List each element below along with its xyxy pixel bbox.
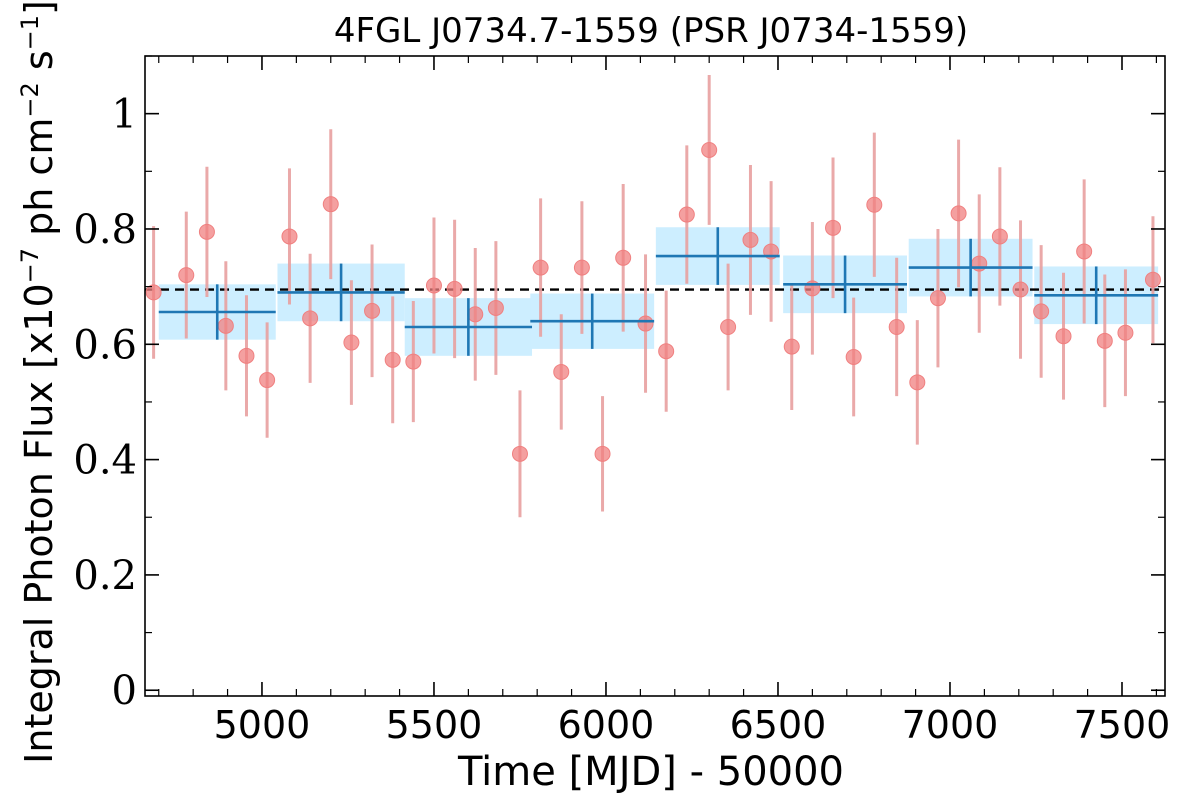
- data-point: [1096, 332, 1113, 349]
- y-tick-label: 0: [112, 668, 137, 714]
- data-point: [217, 317, 234, 334]
- data-point: [198, 223, 215, 240]
- x-tick-label: 5500: [386, 703, 483, 747]
- data-point: [866, 196, 883, 213]
- y-tick-label: 0.8: [73, 207, 137, 253]
- data-point: [845, 348, 862, 365]
- y-tick-label: 1: [112, 92, 137, 138]
- chart-title: 4FGL J0734.7-1559 (PSR J0734-1559): [334, 11, 968, 51]
- data-point: [259, 372, 276, 389]
- data-point: [573, 259, 590, 276]
- data-point: [446, 280, 463, 297]
- x-axis-label: Time [MJD] - 50000: [457, 749, 844, 795]
- data-point: [343, 334, 360, 351]
- data-point: [467, 306, 484, 323]
- data-point: [281, 228, 298, 245]
- plot-frame: [144, 55, 1166, 697]
- y-label-suffix: ]: [17, 0, 61, 15]
- data-point: [909, 374, 926, 391]
- data-point: [405, 353, 422, 370]
- y-label-mid2: s: [17, 50, 61, 82]
- data-point: [825, 219, 842, 236]
- data-point: [145, 284, 162, 301]
- long-bin-markers: [158, 227, 1159, 356]
- data-point: [1076, 243, 1093, 260]
- data-point: [1012, 281, 1029, 298]
- data-point: [658, 343, 675, 360]
- data-point: [364, 302, 381, 319]
- y-tick-label: 0.4: [73, 438, 137, 484]
- data-point: [637, 315, 654, 332]
- data-point: [1055, 328, 1072, 345]
- y-label-exp1: −7: [16, 248, 44, 283]
- x-tick-label: 7500: [1074, 703, 1171, 747]
- y-label-exp3: −1: [16, 15, 44, 50]
- data-point: [322, 196, 339, 213]
- data-point: [615, 249, 632, 266]
- y-label-exp2: −2: [16, 82, 44, 117]
- data-point: [238, 347, 255, 364]
- data-point: [991, 228, 1008, 245]
- data-point: [720, 318, 737, 335]
- data-point: [532, 259, 549, 276]
- y-tick-label: 0.6: [73, 322, 137, 368]
- y-label-mid: ph cm: [17, 118, 61, 248]
- y-tick-label: 0.2: [73, 553, 137, 599]
- x-tick-label: 6500: [730, 703, 827, 747]
- y-axis-label: Integral Photon Flux [x10−7 ph cm−2 s−1]: [16, 0, 61, 764]
- data-point: [384, 351, 401, 368]
- x-tick-labels: 5000 5500 6000 6500 7000 7500: [214, 703, 1171, 747]
- axis-ticks: [145, 55, 1165, 696]
- data-point: [950, 205, 967, 222]
- data-point: [701, 141, 718, 158]
- data-point: [511, 445, 528, 462]
- x-tick-label: 5000: [214, 703, 311, 747]
- y-label-prefix: Integral Photon Flux [x10: [17, 283, 61, 764]
- data-point: [742, 231, 759, 248]
- data-point: [302, 310, 319, 327]
- data-point: [487, 299, 504, 316]
- data-point: [553, 363, 570, 380]
- data-point: [783, 338, 800, 355]
- data-point: [1117, 324, 1134, 341]
- short-bin-points: [145, 75, 1161, 518]
- data-point: [1033, 303, 1050, 320]
- data-point: [425, 277, 442, 294]
- data-point: [178, 267, 195, 284]
- x-tick-label: 7000: [902, 703, 999, 747]
- data-point: [678, 206, 695, 223]
- x-tick-label: 6000: [558, 703, 655, 747]
- data-point: [1144, 271, 1161, 288]
- y-tick-labels: 0 0.2 0.4 0.6 0.8 1: [73, 92, 137, 715]
- data-point: [594, 445, 611, 462]
- data-point: [929, 290, 946, 307]
- data-point: [888, 318, 905, 335]
